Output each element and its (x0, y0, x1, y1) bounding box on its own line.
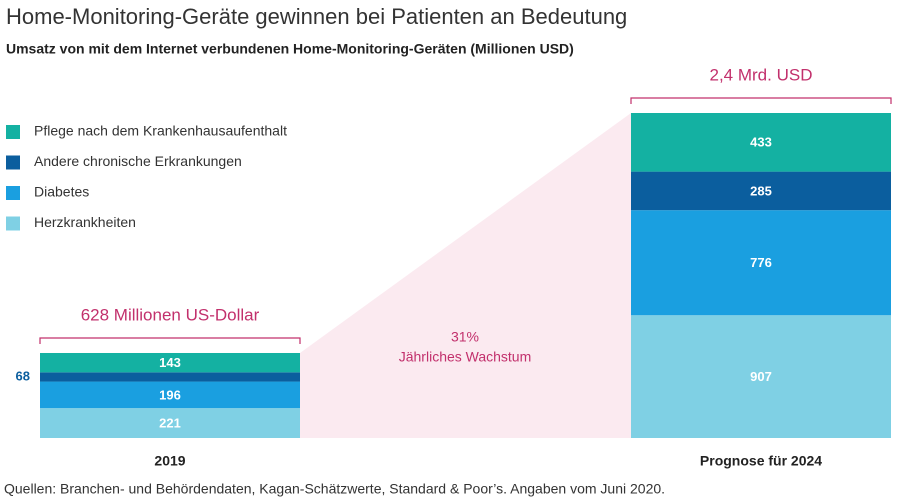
growth-value: 31% (451, 329, 479, 345)
bar-segment (40, 372, 300, 382)
legend-label: Herzkrankheiten (34, 214, 136, 230)
value-label: 433 (750, 135, 772, 150)
bar-segment (631, 315, 891, 438)
legend-label: Diabetes (34, 184, 89, 200)
bar-segment (40, 381, 300, 409)
legend-swatch (6, 155, 20, 170)
x-tick-label: 2019 (154, 453, 185, 469)
bar-segment (631, 210, 891, 316)
total-label: 2,4 Mrd. USD (710, 65, 813, 84)
chart-subtitle: Umsatz von mit dem Internet verbundenen … (6, 41, 574, 57)
total-label: 628 Millionen US-Dollar (81, 305, 260, 324)
legend-swatch (6, 125, 20, 139)
value-label: 907 (750, 369, 772, 384)
growth-area (300, 113, 631, 438)
total-bracket (39, 337, 301, 344)
value-label: 143 (159, 355, 181, 370)
x-tick-label: Prognose für 2024 (700, 453, 822, 469)
value-label: 196 (159, 387, 181, 402)
value-label: 68 (16, 368, 30, 383)
legend-swatch (6, 186, 20, 200)
bar-segment (631, 113, 891, 172)
source: Quellen: Branchen- und Behördendaten, Ka… (4, 481, 665, 497)
bar-segment (40, 408, 300, 438)
chart-title: Home-Monitoring-Geräte gewinnen bei Pati… (6, 4, 627, 29)
value-label: 285 (750, 183, 772, 198)
bar-segment (631, 171, 891, 211)
legend-swatch (6, 216, 20, 231)
value-label: 776 (750, 255, 772, 270)
total-bracket (630, 97, 892, 104)
growth-label: Jährliches Wachstum (399, 349, 532, 365)
legend-label: Pflege nach dem Krankenhausaufenthalt (34, 123, 287, 139)
legend-label: Andere chronische Erkrankungen (34, 153, 242, 169)
bar-segment (40, 352, 300, 373)
value-label: 221 (159, 415, 181, 430)
